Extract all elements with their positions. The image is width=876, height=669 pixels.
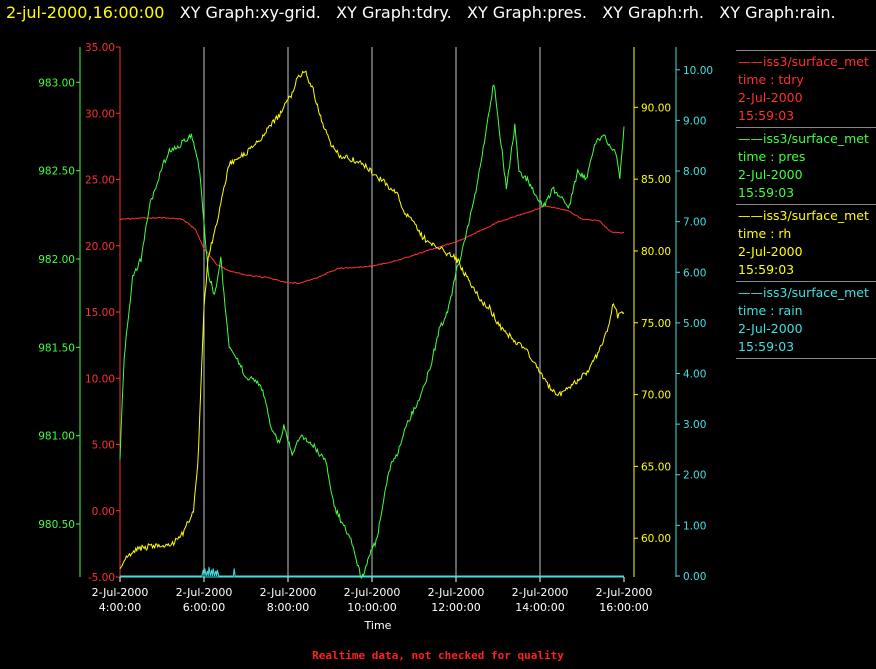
x-axis-label: Time bbox=[364, 619, 392, 632]
x-tick-label-date: 2-Jul-2000 bbox=[512, 586, 569, 599]
y-tick-label-rain: 9.00 bbox=[683, 115, 706, 127]
legend-series-label: ——iss3/surface_met bbox=[738, 208, 869, 223]
series-line-rh bbox=[119, 70, 625, 570]
y-tick-label-rain: 6.00 bbox=[683, 267, 706, 279]
y-tick-label-rh: 75.00 bbox=[641, 318, 671, 330]
legend-series-label: ——iss3/surface_met bbox=[738, 131, 869, 146]
x-tick-label-time: 8:00:00 bbox=[267, 601, 309, 614]
legend-line-icon: —— bbox=[738, 285, 763, 300]
y-tick-label-pres: 981.50 bbox=[38, 342, 75, 354]
x-tick-label-date: 2-Jul-2000 bbox=[260, 586, 317, 599]
legend-date: 2-Jul-2000 bbox=[738, 244, 803, 259]
legend-date: 2-Jul-2000 bbox=[738, 167, 803, 182]
graph-title-xy-grid[interactable]: XY Graph:xy-grid. bbox=[179, 3, 321, 22]
graph-title-rain[interactable]: XY Graph:rain. bbox=[719, 3, 836, 22]
legend-line-icon: —— bbox=[738, 54, 763, 69]
y-tick-label-pres: 983.00 bbox=[38, 77, 75, 89]
y-tick-label-pres: 981.00 bbox=[38, 431, 75, 443]
legend-line-icon: —— bbox=[738, 208, 763, 223]
legend-field: time : rain bbox=[738, 303, 803, 318]
legend-entry-tdry[interactable]: ——iss3/surface_met time : tdry 2-Jul-200… bbox=[736, 50, 876, 127]
x-tick-label-date: 2-Jul-2000 bbox=[92, 586, 149, 599]
legend-entry-pres[interactable]: ——iss3/surface_met time : pres 2-Jul-200… bbox=[736, 127, 876, 204]
y-tick-label-tdry: 10.00 bbox=[85, 373, 115, 385]
y-tick-label-tdry: 35.00 bbox=[85, 42, 115, 54]
axes: 35.00 30.00 25.00 20.00 15.00 10.00 5.00 0.00 -5… bbox=[38, 42, 713, 584]
y-tick-label-tdry: 0.00 bbox=[92, 506, 115, 518]
legend-field: time : tdry bbox=[738, 72, 804, 87]
timestamp: 2-jul-2000,16:00:00 bbox=[6, 3, 165, 22]
legend-series-label: ——iss3/surface_met bbox=[738, 285, 869, 300]
y-tick-label-tdry: 20.00 bbox=[85, 241, 115, 253]
x-tick-label-time: 4:00:00 bbox=[99, 601, 141, 614]
y-tick-label-rain: 7.00 bbox=[683, 217, 706, 229]
legend-field: time : rh bbox=[738, 226, 792, 241]
legend-field: time : pres bbox=[738, 149, 806, 164]
legend: ——iss3/surface_met time : tdry 2-Jul-200… bbox=[736, 50, 876, 359]
x-tick-label-date: 2-Jul-2000 bbox=[176, 586, 233, 599]
y-tick-label-rain: 8.00 bbox=[683, 166, 706, 178]
x-tick-label-date: 2-Jul-2000 bbox=[344, 586, 401, 599]
series-lines bbox=[119, 70, 625, 580]
graph-title-rh[interactable]: XY Graph:rh. bbox=[602, 3, 705, 22]
x-tick-label-time: 6:00:00 bbox=[183, 601, 225, 614]
y-tick-label-pres: 982.50 bbox=[38, 166, 75, 178]
y-tick-label-rain: 2.00 bbox=[683, 470, 706, 482]
x-tick-label-time: 14:00:00 bbox=[515, 601, 564, 614]
legend-series-label: ——iss3/surface_met bbox=[738, 54, 869, 69]
legend-line-icon: —— bbox=[738, 131, 763, 146]
x-grid bbox=[203, 47, 541, 577]
y-tick-label-rh: 85.00 bbox=[641, 174, 671, 186]
series-line-pres bbox=[119, 84, 625, 580]
x-tick-label-date: 2-Jul-2000 bbox=[428, 586, 485, 599]
x-tick-label-time: 12:00:00 bbox=[431, 601, 480, 614]
series-line-tdry bbox=[119, 205, 625, 284]
legend-entry-rain[interactable]: ——iss3/surface_met time : rain 2-Jul-200… bbox=[736, 281, 876, 359]
series-line-rain bbox=[120, 566, 624, 577]
y-tick-label-rh: 60.00 bbox=[641, 533, 671, 545]
legend-time: 15:59:03 bbox=[738, 108, 795, 123]
y-tick-label-tdry: 15.00 bbox=[85, 307, 115, 319]
x-axis: 2-Jul-2000 4:00:00 2-Jul-2000 6:00:00 2-Jul-… bbox=[92, 577, 653, 614]
y-tick-label-pres: 982.00 bbox=[38, 254, 75, 266]
legend-date: 2-Jul-2000 bbox=[738, 90, 803, 105]
graph-title-tdry[interactable]: XY Graph:tdry. bbox=[336, 3, 452, 22]
y-tick-label-rh: 80.00 bbox=[641, 246, 671, 258]
y-tick-label-rain: 3.00 bbox=[683, 419, 706, 431]
y-tick-label-tdry: -5.00 bbox=[88, 572, 115, 584]
x-tick-label-date: 2-Jul-2000 bbox=[596, 586, 653, 599]
y-tick-label-rain: 4.00 bbox=[683, 369, 706, 381]
y-tick-label-rain: 0.00 bbox=[683, 571, 706, 583]
y-tick-label-pres: 980.50 bbox=[38, 519, 75, 531]
legend-time: 15:59:03 bbox=[738, 339, 795, 354]
y-tick-label-tdry: 25.00 bbox=[85, 175, 115, 187]
graph-title-pres[interactable]: XY Graph:pres. bbox=[466, 3, 587, 22]
y-tick-label-rain: 10.00 bbox=[683, 65, 713, 77]
title-bar: 2-jul-2000,16:00:00 XY Graph:xy-grid. XY… bbox=[6, 2, 836, 24]
y-tick-label-rh: 65.00 bbox=[641, 461, 671, 473]
legend-entry-rh[interactable]: ——iss3/surface_met time : rh 2-Jul-2000 … bbox=[736, 204, 876, 281]
y-tick-label-rh: 70.00 bbox=[641, 390, 671, 402]
x-tick-label-time: 10:00:00 bbox=[347, 601, 396, 614]
legend-time: 15:59:03 bbox=[738, 262, 795, 277]
legend-date: 2-Jul-2000 bbox=[738, 321, 803, 336]
y-tick-label-rain: 5.00 bbox=[683, 318, 706, 330]
x-tick-label-time: 16:00:00 bbox=[599, 601, 648, 614]
y-tick-label-tdry: 30.00 bbox=[85, 108, 115, 120]
quality-notice: Realtime data, not checked for quality bbox=[312, 649, 564, 662]
y-tick-label-rain: 1.00 bbox=[683, 520, 706, 532]
y-tick-label-rh: 90.00 bbox=[641, 102, 671, 114]
legend-time: 15:59:03 bbox=[738, 185, 795, 200]
y-tick-label-tdry: 5.00 bbox=[92, 440, 115, 452]
